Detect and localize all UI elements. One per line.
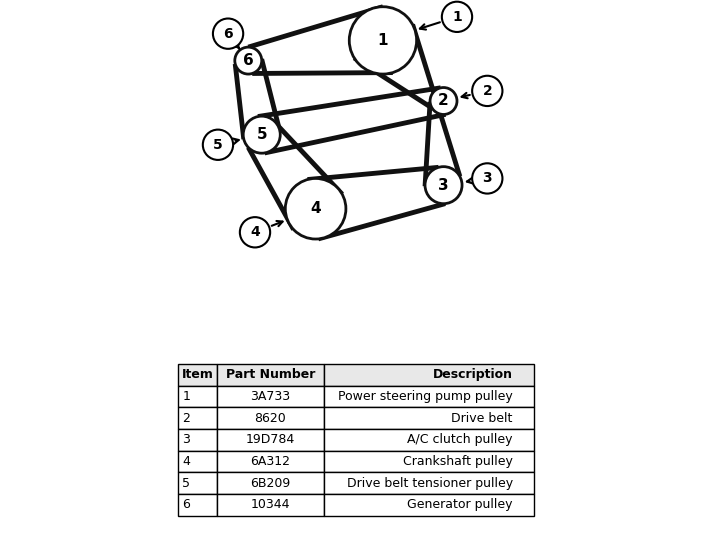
Circle shape (442, 2, 472, 32)
Text: 6: 6 (224, 27, 233, 41)
Text: 1: 1 (452, 10, 462, 24)
Circle shape (240, 217, 270, 248)
Text: 4: 4 (310, 201, 321, 216)
Circle shape (350, 7, 417, 74)
Text: 6: 6 (243, 53, 253, 68)
Circle shape (244, 116, 281, 153)
Text: 2: 2 (483, 84, 492, 98)
Circle shape (235, 47, 262, 74)
Circle shape (430, 87, 457, 115)
Text: 5: 5 (213, 138, 223, 151)
Circle shape (472, 163, 503, 193)
Circle shape (286, 179, 346, 239)
Text: 4: 4 (250, 225, 260, 239)
Circle shape (425, 167, 462, 204)
Circle shape (472, 76, 503, 106)
Circle shape (213, 18, 244, 49)
Text: 1: 1 (377, 33, 388, 48)
Text: 3: 3 (438, 178, 449, 193)
Text: 2: 2 (438, 93, 449, 109)
Text: 5: 5 (256, 127, 267, 142)
Circle shape (203, 130, 233, 160)
Text: 3: 3 (483, 172, 492, 185)
